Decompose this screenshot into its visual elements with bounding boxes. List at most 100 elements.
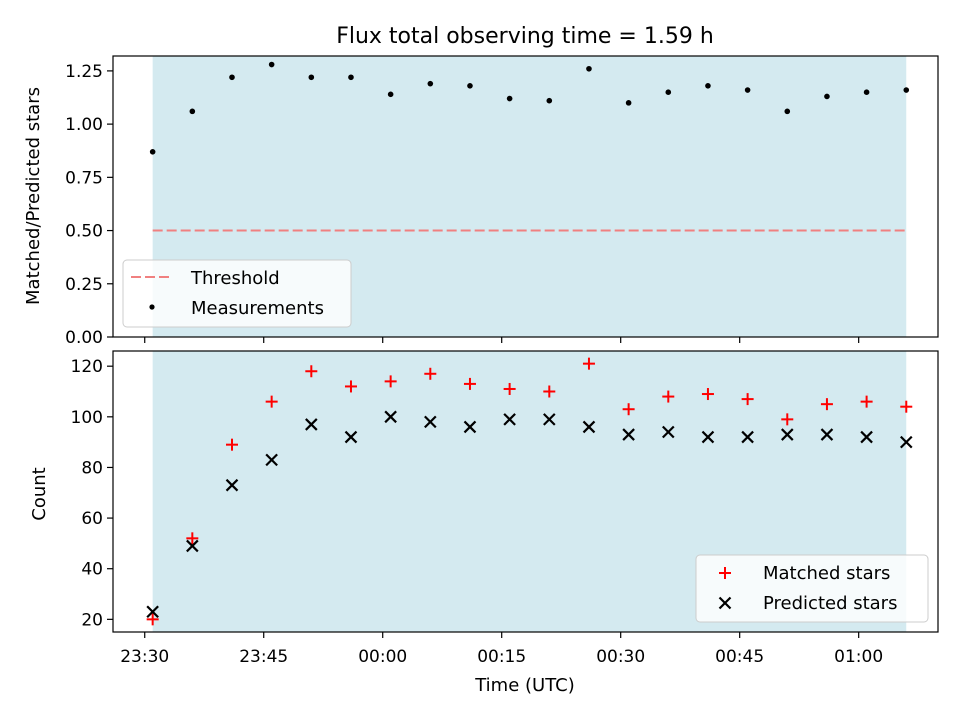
measurement-point	[586, 65, 592, 72]
cross-stroke-b	[503, 413, 516, 426]
predicted-star-point	[899, 435, 913, 449]
legend-measurements-swatch	[149, 304, 155, 310]
measurement-point	[625, 100, 632, 106]
predicted-star-point	[265, 453, 278, 467]
top-x-ticks	[144, 337, 860, 343]
top-legend: Threshold Measurements	[122, 259, 352, 328]
bottom-y-ticks: 20 40 60 80 100 120	[71, 357, 113, 630]
measurement-point	[348, 74, 354, 81]
x-tick-label: 23:30	[120, 647, 169, 667]
cross-stroke-b	[424, 415, 437, 429]
measurement-point	[546, 97, 553, 104]
y-tick-label: 80	[81, 458, 103, 478]
y-tick-label: 40	[81, 560, 103, 580]
matched-star-point	[781, 413, 794, 426]
measurement-point	[665, 89, 672, 95]
measurement-point	[824, 93, 830, 100]
cross-stroke-b	[146, 605, 159, 619]
cross-stroke-b	[662, 425, 675, 439]
y-tick-label: 0.00	[65, 328, 103, 348]
count-points	[146, 357, 913, 626]
cross-stroke-b	[344, 430, 358, 444]
predicted-star-point	[463, 420, 477, 434]
matched-star-point	[186, 532, 199, 545]
chart-title: Flux total observing time = 1.59 h	[336, 24, 714, 49]
matched-star-point	[305, 365, 318, 378]
x-tick-label: 00:45	[715, 647, 764, 667]
top-legend-box	[122, 259, 352, 328]
measurement-point	[744, 87, 751, 93]
bottom-legend: Matched stars Predicted stars	[695, 554, 929, 623]
predicted-star-point	[741, 430, 754, 444]
matched-star-point	[225, 438, 238, 451]
measurement-point	[863, 89, 870, 95]
matched-star-point	[662, 390, 675, 403]
cross-stroke-b	[463, 420, 477, 434]
measurement-point	[268, 61, 275, 68]
x-axis-label: Time (UTC)	[474, 675, 575, 696]
matched-star-point	[146, 613, 159, 626]
matched-star-point	[622, 403, 635, 416]
y-tick-label: 120	[71, 357, 103, 377]
cross-stroke-b	[384, 410, 397, 424]
legend-cross-marker	[718, 596, 732, 610]
top-y-label: Matched/Predicted stars	[23, 87, 44, 305]
measurement-point	[229, 74, 235, 81]
bottom-x-ticks: 23:30 23:45 00:00 00:15 00:30 00:45 01:00	[120, 632, 883, 667]
matched-star-point	[424, 367, 437, 380]
bottom-legend-box	[695, 554, 929, 623]
measurement-point	[189, 108, 196, 115]
y-tick-label: 0.50	[65, 222, 103, 242]
matched-star-point	[820, 398, 833, 411]
measurement-point	[705, 83, 711, 89]
measurement-point	[427, 80, 434, 87]
predicted-star-point	[543, 413, 556, 426]
predicted-star-point	[820, 428, 834, 441]
matched-star-point	[384, 375, 397, 388]
top-axes-frame	[112, 55, 939, 338]
predicted-star-point	[662, 425, 675, 439]
predicted-star-point	[424, 415, 437, 429]
predicted-star-point	[503, 413, 516, 426]
cross-stroke-b	[741, 430, 754, 444]
measurement-point	[784, 108, 791, 115]
matched-star-point	[344, 380, 357, 393]
matched-star-point	[860, 395, 873, 408]
predicted-star-point	[701, 430, 715, 444]
cross-stroke-b	[820, 428, 834, 441]
legend-measurements-label: Measurements	[191, 298, 324, 319]
x-tick-label: 23:45	[239, 647, 288, 667]
matched-star-point	[503, 382, 516, 395]
y-tick-label: 100	[71, 408, 103, 428]
predicted-star-point	[146, 605, 159, 619]
measurement-point	[467, 83, 473, 89]
cross-stroke-b	[186, 539, 199, 553]
cross-stroke-b	[718, 596, 732, 610]
matched-star-point	[265, 395, 278, 408]
matched-star-point	[543, 385, 556, 398]
top-panel: 0.00 0.25 0.50 0.75 1.00 1.25 Matched/Predict…	[23, 55, 939, 348]
legend-threshold-label: Threshold	[190, 268, 280, 289]
legend-matched-label: Matched stars	[763, 563, 890, 584]
measurement-point	[903, 87, 910, 93]
matched-star-point	[741, 393, 754, 406]
x-tick-label: 01:00	[834, 647, 883, 667]
measurement-point	[308, 74, 315, 81]
cross-stroke-b	[305, 418, 318, 431]
predicted-star-point	[622, 428, 635, 441]
x-tick-label: 00:15	[477, 647, 526, 667]
measurement-points	[149, 61, 910, 155]
measurement-point	[387, 91, 394, 98]
predicted-star-point	[781, 428, 794, 441]
matched-star-point	[701, 388, 714, 401]
top-y-ticks: 0.00 0.25 0.50 0.75 1.00 1.25	[65, 62, 113, 348]
cross-stroke-b	[543, 413, 556, 426]
y-tick-label: 1.25	[65, 62, 103, 82]
bottom-y-label: Count	[29, 467, 50, 520]
measurement-point	[506, 95, 513, 102]
cross-stroke-b	[899, 435, 913, 449]
cross-stroke-b	[582, 420, 596, 434]
predicted-star-point	[305, 418, 318, 431]
matched-star-point	[582, 357, 595, 370]
